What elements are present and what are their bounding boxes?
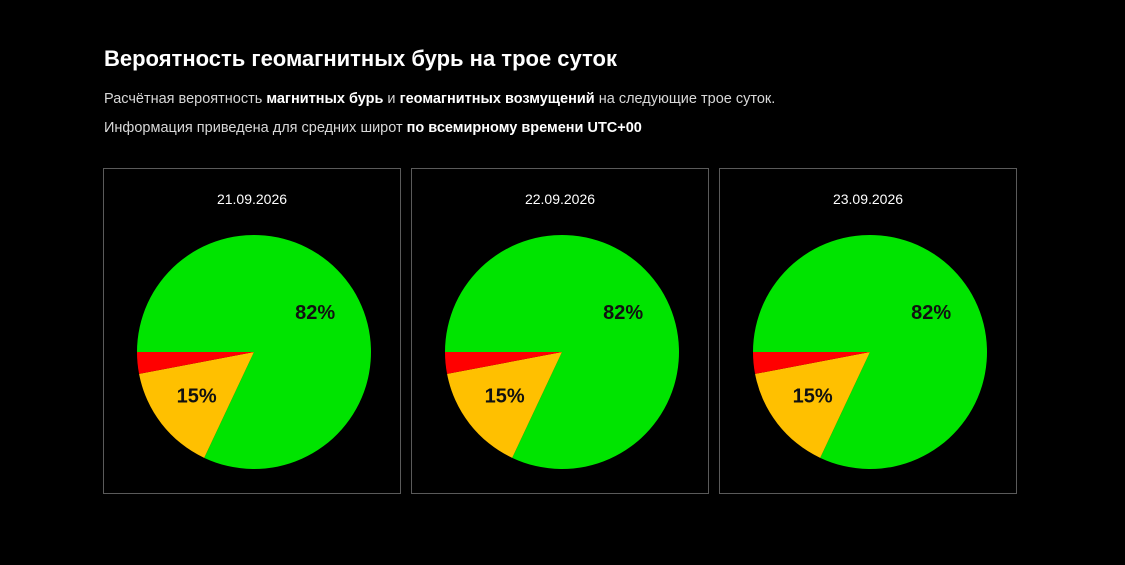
- day-panel: 23.09.2026 82% 15%: [719, 168, 1017, 494]
- pie-slice: [139, 352, 254, 458]
- description-text: и: [383, 91, 400, 107]
- slice-label: 82%: [295, 302, 335, 324]
- day-date: 23.09.2026: [832, 191, 904, 207]
- description-line-1: Расчётная вероятность магнитных бурь и г…: [104, 89, 1004, 109]
- description-text: на следующие трое суток.: [594, 91, 776, 107]
- slice-label: 82%: [603, 302, 643, 324]
- pie-slice: [445, 352, 562, 374]
- pie-chart: 82% 15%: [753, 234, 987, 469]
- description-line-2: Информация приведена для средних широт п…: [104, 118, 1004, 138]
- pie-slice: [445, 234, 679, 469]
- slice-label: 15%: [485, 386, 525, 408]
- pie-chart: 82% 15%: [137, 234, 371, 469]
- pie-slice: [753, 234, 987, 469]
- pie-chart: 82% 15%: [445, 234, 679, 469]
- description-bold: геомагнитных возмущений: [399, 91, 595, 107]
- description-bold: магнитных бурь: [266, 91, 384, 107]
- slice-label: 15%: [793, 386, 833, 408]
- pie-slice: [755, 352, 870, 458]
- slice-label: 15%: [177, 386, 217, 408]
- day-panel: 22.09.2026 82% 15%: [411, 168, 709, 494]
- pie-slice: [753, 352, 870, 374]
- day-date: 22.09.2026: [524, 191, 596, 207]
- description-text: Информация приведена для средних широт: [104, 120, 407, 136]
- pie-slice: [137, 352, 254, 374]
- day-panel: 21.09.2026 82% 15%: [103, 168, 401, 494]
- forecast-header: Вероятность геомагнитных бурь на трое су…: [104, 44, 1004, 138]
- day-date: 21.09.2026: [216, 191, 288, 207]
- slice-label: 82%: [911, 302, 951, 324]
- description-text: Расчётная вероятность: [104, 91, 267, 107]
- page-title: Вероятность геомагнитных бурь на трое су…: [104, 46, 617, 71]
- description-bold: по всемирному времени UTC+00: [406, 120, 642, 136]
- pie-slice: [137, 234, 371, 469]
- pie-slice: [447, 352, 562, 458]
